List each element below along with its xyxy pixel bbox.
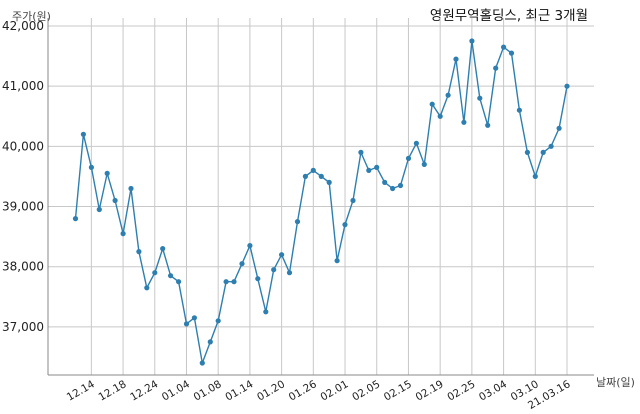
data-point bbox=[318, 173, 324, 179]
data-point bbox=[160, 246, 166, 252]
series-line bbox=[74, 40, 568, 366]
data-point bbox=[80, 131, 86, 137]
data-point bbox=[183, 321, 190, 327]
data-point bbox=[96, 206, 102, 213]
data-point bbox=[477, 95, 483, 101]
data-point bbox=[374, 164, 380, 170]
data-point bbox=[429, 101, 435, 107]
data-point bbox=[564, 83, 570, 89]
y-tick-labels: 37,000 38,000 39,000 40,000 41,000 42,000 bbox=[2, 19, 44, 334]
x-tick-label: 01.08 bbox=[192, 378, 224, 403]
data-point bbox=[88, 164, 94, 170]
data-point bbox=[199, 360, 205, 366]
data-point bbox=[271, 267, 277, 273]
x-tick-label: 02.19 bbox=[414, 378, 446, 403]
data-point bbox=[493, 65, 499, 71]
data-point bbox=[152, 270, 158, 276]
data-point bbox=[247, 243, 253, 249]
data-point bbox=[104, 170, 110, 176]
data-point bbox=[263, 309, 269, 315]
y-tick-label: 42,000 bbox=[2, 19, 44, 33]
data-point bbox=[556, 125, 562, 131]
y-tick-label: 37,000 bbox=[2, 320, 44, 334]
data-point bbox=[390, 185, 396, 192]
y-tick-label: 38,000 bbox=[2, 260, 44, 274]
data-point bbox=[334, 258, 340, 264]
x-tick-label: 01.14 bbox=[223, 378, 255, 404]
series bbox=[72, 38, 570, 366]
data-point bbox=[239, 261, 245, 267]
data-point bbox=[421, 161, 427, 167]
data-point bbox=[413, 140, 419, 146]
data-point bbox=[302, 173, 308, 179]
data-point bbox=[120, 231, 126, 237]
data-point bbox=[286, 270, 293, 276]
data-point bbox=[215, 318, 221, 324]
x-tick-label: 01.04 bbox=[160, 378, 192, 404]
data-point bbox=[223, 279, 229, 285]
x-tick-labels: 12.14 12.18 12.24 01.04 01.08 01.14 01.20 01.26… bbox=[65, 378, 573, 412]
data-point bbox=[310, 167, 316, 173]
data-point bbox=[501, 44, 507, 50]
data-point bbox=[191, 315, 197, 321]
data-point bbox=[255, 276, 261, 282]
data-point bbox=[524, 149, 531, 155]
axes bbox=[47, 18, 594, 376]
grid bbox=[48, 18, 594, 375]
data-point bbox=[144, 285, 150, 291]
y-tick-label: 41,000 bbox=[2, 79, 44, 93]
x-tick-label: 01.26 bbox=[287, 378, 319, 404]
y-tick-label: 40,000 bbox=[2, 139, 44, 153]
x-tick-label: 01.20 bbox=[255, 378, 287, 403]
data-point bbox=[136, 249, 142, 255]
y-axis-label: 주가(원) bbox=[12, 10, 51, 23]
x-tick-label: 02.05 bbox=[350, 378, 382, 403]
data-point bbox=[437, 113, 443, 119]
x-tick-label: 03.04 bbox=[477, 378, 509, 404]
data-point bbox=[508, 50, 515, 56]
data-point bbox=[516, 107, 523, 113]
data-point bbox=[397, 182, 404, 189]
data-point bbox=[326, 179, 332, 185]
x-tick-label: 02.25 bbox=[445, 378, 477, 403]
data-point bbox=[453, 56, 459, 62]
data-point bbox=[548, 143, 554, 149]
x-axis-label: 날짜(일) bbox=[596, 375, 635, 389]
data-point bbox=[540, 149, 546, 155]
data-point bbox=[72, 216, 79, 222]
data-point bbox=[279, 252, 285, 258]
data-point bbox=[342, 222, 348, 228]
data-point bbox=[350, 197, 356, 204]
data-point bbox=[445, 92, 451, 98]
data-point bbox=[358, 149, 364, 155]
x-tick-label: 02.01 bbox=[318, 378, 350, 403]
chart-title: 영원무역홀딩스, 최근 3개월 bbox=[430, 8, 588, 24]
data-point bbox=[485, 122, 491, 128]
y-tick-label: 39,000 bbox=[2, 200, 44, 214]
data-point bbox=[176, 279, 182, 285]
data-point bbox=[382, 179, 388, 185]
data-point bbox=[207, 339, 213, 345]
data-point bbox=[461, 119, 467, 125]
data-point bbox=[112, 197, 118, 204]
data-point bbox=[405, 155, 412, 161]
data-point bbox=[128, 185, 134, 192]
data-point bbox=[532, 173, 538, 179]
data-point bbox=[231, 279, 237, 285]
x-tick-label: 12.18 bbox=[97, 378, 129, 403]
x-tick-label: 12.24 bbox=[128, 378, 160, 404]
data-point bbox=[469, 38, 475, 44]
x-tick-label: 02.15 bbox=[382, 378, 414, 403]
x-tick-label: 12.14 bbox=[65, 378, 97, 404]
data-point bbox=[366, 167, 372, 173]
data-point bbox=[294, 219, 301, 225]
data-point bbox=[168, 273, 174, 279]
